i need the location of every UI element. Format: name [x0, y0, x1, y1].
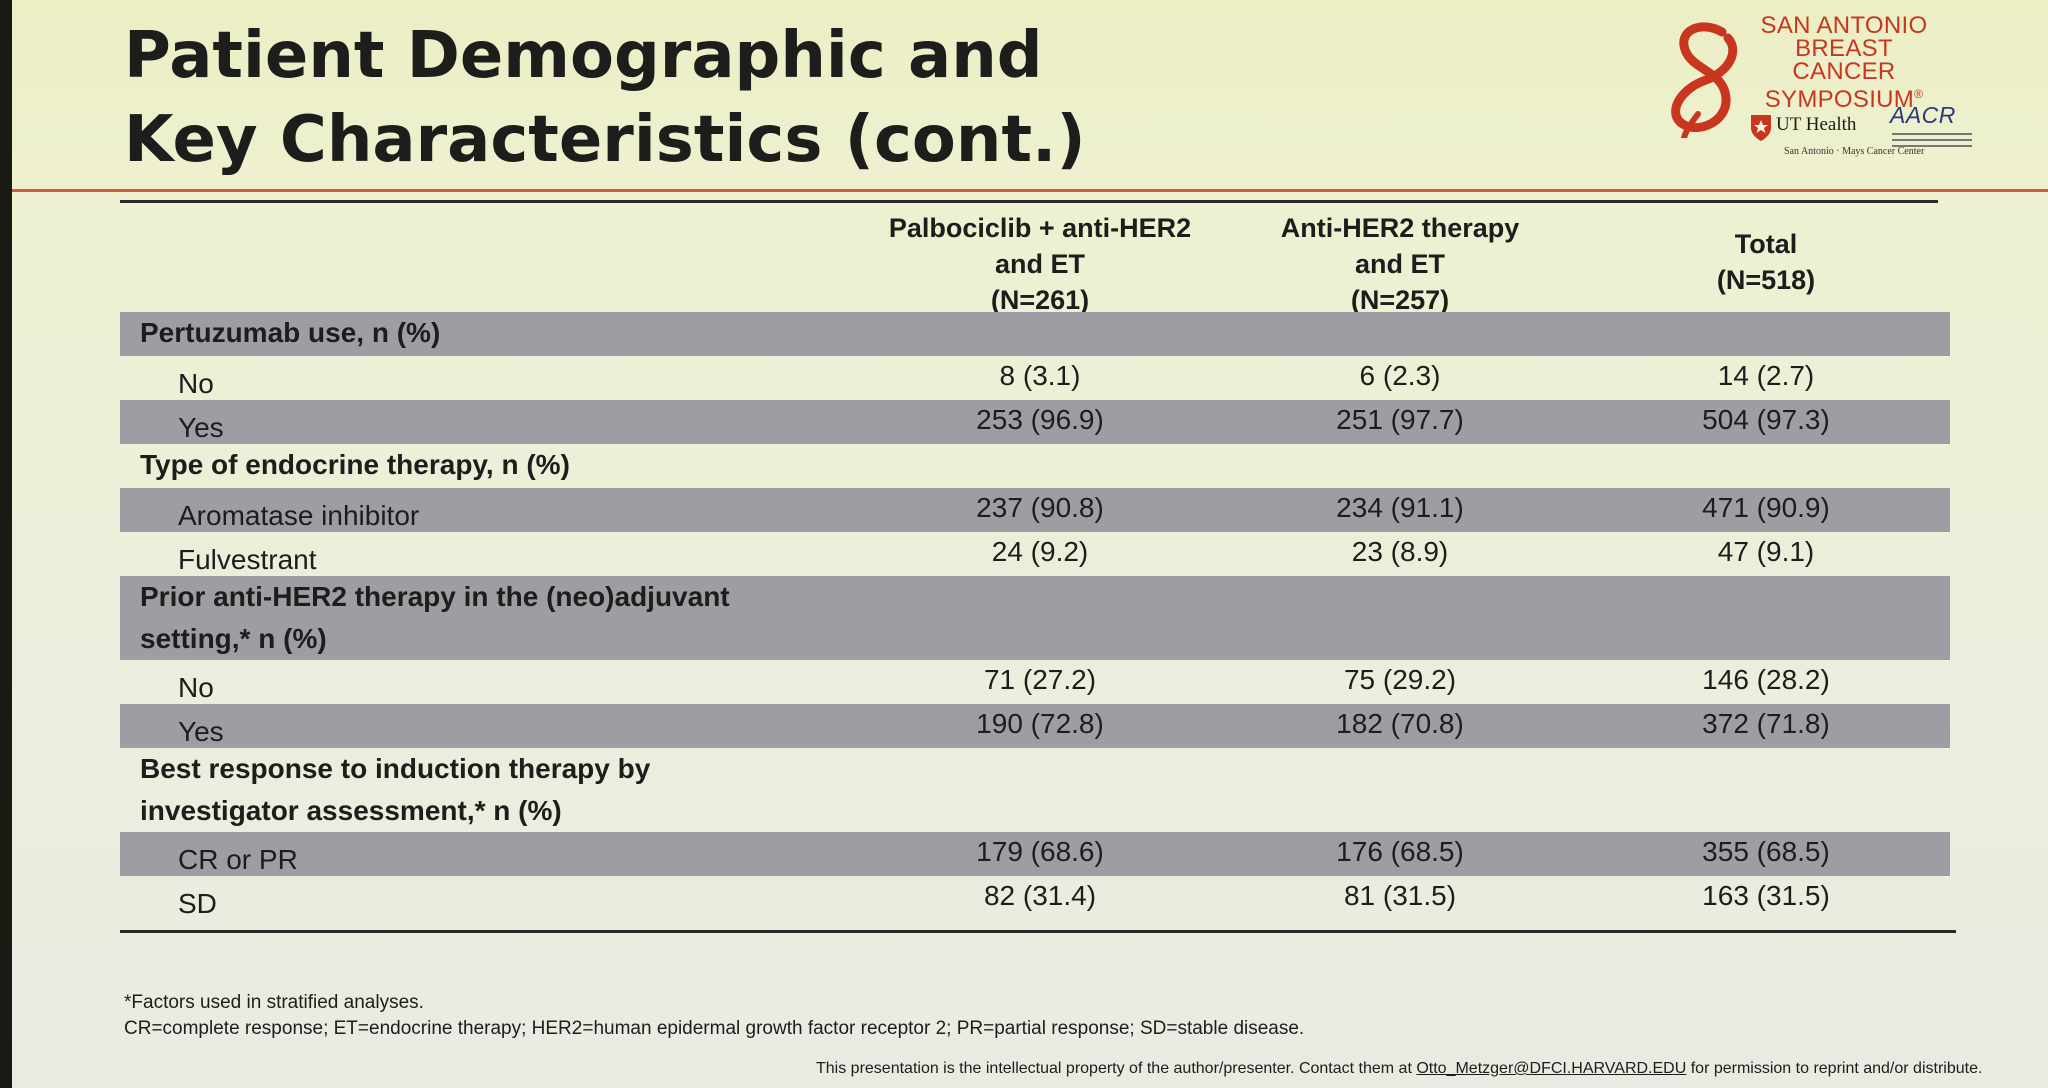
table-header: Palbociclib + anti-HER2 and ET (N=261) A… — [120, 210, 1938, 318]
table-section-row: Pertuzumab use, n (%) — [120, 312, 1950, 356]
table-row: Yes 190 (72.8) 182 (70.8) 372 (71.8) — [120, 704, 1950, 748]
table-cell: 23 (8.9) — [1351, 536, 1449, 567]
table-cell: 237 (90.8) — [976, 492, 1104, 523]
table-cell: 190 (72.8) — [976, 708, 1104, 739]
table-cell: 8 (3.1) — [999, 360, 1081, 391]
column-header-total: Total (N=518) — [1716, 229, 1816, 295]
table-cell: 75 (29.2) — [1343, 664, 1457, 695]
table-section-row: Best response to induction therapy by inv… — [120, 748, 1950, 832]
row-label: Aromatase inhibitor — [178, 500, 420, 531]
table-body: Pertuzumab use, n (%) No 8 (3.1) 6 (2.3) 14 … — [120, 312, 1950, 920]
row-label: SD — [178, 888, 217, 919]
footnotes: *Factors used in stratified analyses. CR… — [124, 990, 1304, 1042]
sabcs-wordmark: SAN ANTONIO BREAST CANCER SYMPOSIUM® — [1744, 12, 1944, 113]
footnote-abbreviations: CR=complete response; ET=endocrine thera… — [124, 1018, 1305, 1039]
row-label: Yes — [178, 412, 224, 443]
table-cell: 504 (97.3) — [1702, 404, 1830, 435]
section-label: Type of endocrine therapy, n (%) — [140, 449, 570, 480]
section-label: Prior anti-HER2 therapy in the (neo)adju… — [140, 581, 730, 654]
table-cell: 6 (2.3) — [1359, 360, 1441, 391]
slide: Patient Demographic and Key Characterist… — [12, 0, 2048, 1088]
table-bottom-rule — [120, 930, 1956, 933]
table-cell: 372 (71.8) — [1702, 708, 1830, 739]
sabcs-line-3: SYMPOSIUM® — [1764, 86, 1924, 113]
table-cell: 14 (2.7) — [1717, 360, 1815, 391]
table-row: SD 82 (31.4) 81 (31.5) 163 (31.5) — [120, 876, 1950, 920]
table-cell: 251 (97.7) — [1336, 404, 1464, 435]
aacr-subtitle — [1890, 133, 1974, 147]
footnote-stratified: *Factors used in stratified analyses. — [124, 992, 424, 1013]
table-row: Yes 253 (96.9) 251 (97.7) 504 (97.3) — [120, 400, 1950, 444]
ut-health-text: UT Health — [1776, 114, 1857, 135]
section-label: Pertuzumab use, n (%) — [140, 317, 441, 348]
table-top-rule — [120, 200, 1938, 203]
row-label: No — [178, 672, 214, 703]
aacr-wordmark: AACR — [1890, 102, 1956, 128]
contact-email-link[interactable]: Otto_Metzger@DFCI.HARVARD.EDU — [1416, 1060, 1687, 1077]
row-label: No — [178, 368, 214, 399]
slide-title: Patient Demographic and Key Characterist… — [124, 14, 1086, 182]
sabcs-swirl-icon — [1671, 22, 1738, 138]
table-cell: 179 (68.6) — [976, 836, 1104, 867]
table-row: Fulvestrant 24 (9.2) 23 (8.9) 47 (9.1) — [120, 532, 1950, 576]
table-cell: 24 (9.2) — [991, 536, 1089, 567]
table-row: No 8 (3.1) 6 (2.3) 14 (2.7) — [120, 356, 1950, 400]
table-section-row: Prior anti-HER2 therapy in the (neo)adju… — [120, 576, 1950, 660]
table-cell: 234 (91.1) — [1336, 492, 1464, 523]
table-row: Aromatase inhibitor 237 (90.8) 234 (91.1) 4… — [120, 488, 1950, 532]
row-label: Fulvestrant — [178, 544, 317, 575]
ut-health-logo: UT Health San Antonio · Mays Cancer Cent… — [1750, 108, 1924, 164]
section-label: Best response to induction therapy by inv… — [140, 753, 651, 826]
column-header-anti-her2: Anti-HER2 therapy and ET (N=257) — [1280, 213, 1520, 315]
title-line-2: Key Characteristics (cont.) — [124, 103, 1086, 177]
aacr-logo: AACR — [1890, 102, 1974, 151]
table-cell: 71 (27.2) — [983, 664, 1097, 695]
title-divider — [12, 189, 2048, 192]
ut-shield-icon — [1751, 115, 1771, 141]
table-cell: 253 (96.9) — [976, 404, 1104, 435]
sabcs-logo: SAN ANTONIO BREAST CANCER SYMPOSIUM® UT … — [1662, 10, 2022, 160]
column-header-palbociclib: Palbociclib + anti-HER2 and ET (N=261) — [888, 213, 1192, 315]
sabcs-line-2: BREAST CANCER — [1792, 35, 1896, 85]
table-cell: 176 (68.5) — [1336, 836, 1464, 867]
table-cell: 82 (31.4) — [983, 880, 1097, 911]
table-row: No 71 (27.2) 75 (29.2) 146 (28.2) — [120, 660, 1950, 704]
table-cell: 471 (90.9) — [1702, 492, 1830, 523]
table-cell: 81 (31.5) — [1343, 880, 1457, 911]
table-cell: 146 (28.2) — [1702, 664, 1830, 695]
row-label: Yes — [178, 716, 224, 747]
table-cell: 163 (31.5) — [1702, 880, 1830, 911]
row-label: CR or PR — [178, 844, 298, 875]
title-line-1: Patient Demographic and — [124, 19, 1043, 93]
ut-health-subtext: San Antonio · Mays Cancer Center — [1784, 146, 1925, 157]
table-cell: 47 (9.1) — [1717, 536, 1815, 567]
sabcs-line-1: SAN ANTONIO — [1760, 12, 1928, 39]
table-section-row: Type of endocrine therapy, n (%) — [120, 444, 1950, 488]
table-row: CR or PR 179 (68.6) 176 (68.5) 355 (68.5) — [120, 832, 1950, 876]
ip-notice: This presentation is the intellectual pr… — [816, 1060, 1983, 1077]
table-cell: 355 (68.5) — [1702, 836, 1830, 867]
table-cell: 182 (70.8) — [1336, 708, 1464, 739]
